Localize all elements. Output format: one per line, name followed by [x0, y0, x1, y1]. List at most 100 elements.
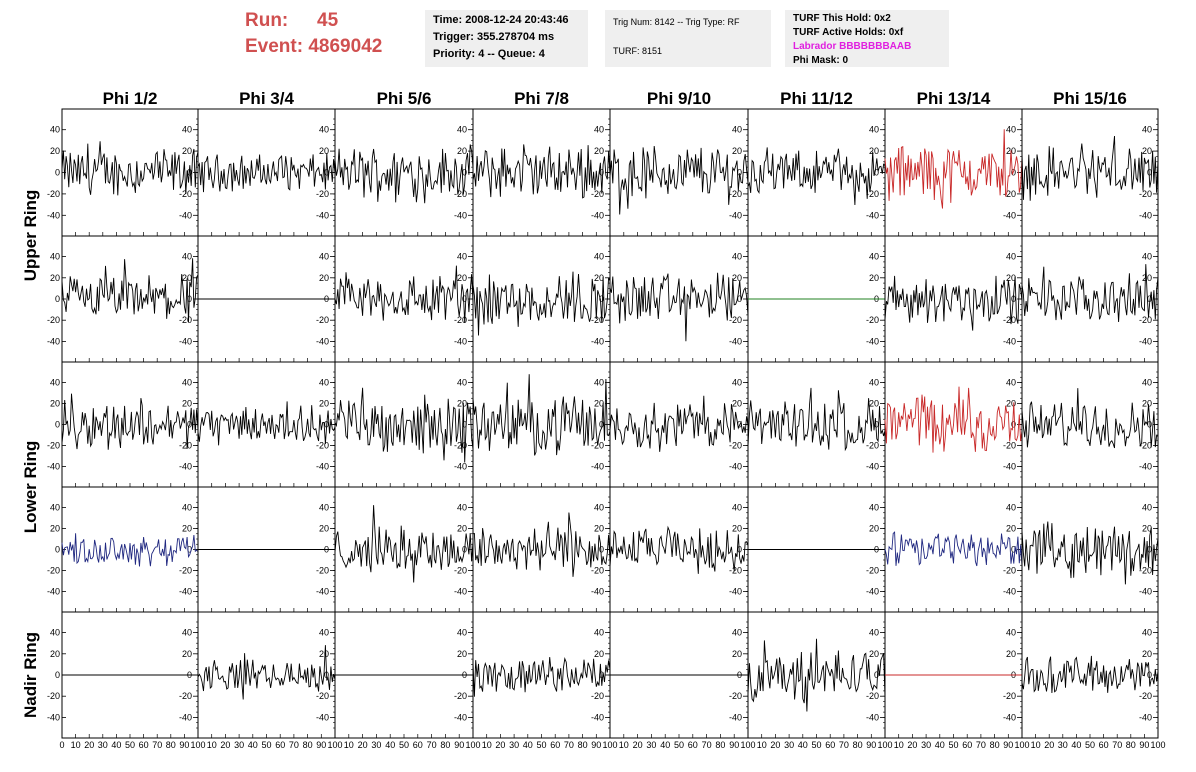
y-tick-label-left: 40 — [50, 125, 60, 135]
y-tick-label: 40 — [1006, 252, 1016, 262]
y-tick-label: 0 — [599, 420, 604, 430]
panel-frame — [884, 235, 1023, 363]
y-tick-label: -20 — [316, 691, 329, 701]
y-tick-label: -20 — [316, 566, 329, 576]
y-tick-label: -40 — [454, 210, 467, 220]
x-tick-label: 10 — [894, 740, 904, 750]
y-tick-label: -40 — [866, 587, 879, 597]
y-tick-label: -40 — [316, 462, 329, 472]
waveform-trace — [334, 387, 474, 463]
y-tick-label: 40 — [1006, 378, 1016, 388]
y-tick-label: -20 — [179, 566, 192, 576]
y-tick-label: -40 — [316, 336, 329, 346]
y-tick-label: 20 — [1142, 524, 1152, 534]
y-tick-label: 40 — [869, 125, 879, 135]
y-tick-label: 40 — [457, 252, 467, 262]
y-tick-label-left: 40 — [50, 252, 60, 262]
x-tick-label: 60 — [139, 740, 149, 750]
row-title: Nadir Ring — [21, 632, 40, 718]
y-tick-label: -40 — [729, 336, 742, 346]
y-tick-label-left: 20 — [50, 399, 60, 409]
y-tick-label: -20 — [866, 566, 879, 576]
y-tick-label: 0 — [462, 168, 467, 178]
run-event-header: Run: 45 Event: 4869042 — [245, 8, 420, 66]
y-tick-label: 0 — [874, 420, 879, 430]
y-tick-label: -20 — [1003, 189, 1016, 199]
y-tick-label: 20 — [869, 649, 879, 659]
x-tick-label: 60 — [275, 740, 285, 750]
x-tick-label: 100 — [465, 740, 480, 750]
y-tick-label: 40 — [594, 378, 604, 388]
y-tick-label: 40 — [594, 125, 604, 135]
y-tick-label: -20 — [1139, 691, 1152, 701]
y-tick-label: 40 — [319, 628, 329, 638]
x-tick-label: 100 — [327, 740, 342, 750]
panel-frame — [609, 235, 749, 363]
y-tick-label: -20 — [1139, 315, 1152, 325]
waveform-trace — [609, 395, 749, 452]
x-tick-label: 20 — [633, 740, 643, 750]
column-title: Phi 15/16 — [1053, 89, 1127, 108]
y-tick-label: -40 — [1003, 210, 1016, 220]
y-tick-label: 0 — [1011, 545, 1016, 555]
x-tick-label: 20 — [84, 740, 94, 750]
x-tick-label: 40 — [111, 740, 121, 750]
waveform-trace — [1021, 521, 1159, 585]
x-tick-label: 70 — [289, 740, 299, 750]
y-tick-label: -20 — [1003, 566, 1016, 576]
y-tick-label: -20 — [316, 189, 329, 199]
waveform-trace — [197, 645, 336, 700]
y-tick-label: 40 — [319, 125, 329, 135]
y-tick-label: 40 — [1142, 125, 1152, 135]
y-tick-label: -20 — [866, 691, 879, 701]
y-tick-label: 0 — [1147, 420, 1152, 430]
y-tick-label: -40 — [179, 336, 192, 346]
y-tick-label: 20 — [732, 399, 742, 409]
waveform-trace — [1021, 135, 1159, 201]
column-title: Phi 11/12 — [780, 89, 853, 108]
trig-num-text: Trig Num: 8142 -- Trig Type: RF — [613, 17, 740, 27]
y-tick-label: 0 — [737, 294, 742, 304]
y-tick-label: 20 — [319, 273, 329, 283]
y-tick-label: 20 — [182, 399, 192, 409]
y-tick-label: 40 — [457, 378, 467, 388]
y-tick-label: 20 — [319, 399, 329, 409]
column-title: Phi 5/6 — [377, 89, 432, 108]
column-title: Phi 1/2 — [103, 89, 158, 108]
y-tick-label: 40 — [869, 628, 879, 638]
waveform-trace — [472, 374, 611, 456]
turf-active-holds-text: TURF Active Holds: 0xf — [793, 27, 904, 38]
y-tick-label-left: 40 — [50, 503, 60, 513]
waveform-trace — [61, 393, 199, 450]
waveform-trace — [61, 533, 199, 567]
y-tick-label: 0 — [462, 294, 467, 304]
y-tick-label: 0 — [599, 545, 604, 555]
y-tick-label-left: -40 — [47, 210, 60, 220]
x-tick-label: 100 — [1150, 740, 1165, 750]
y-tick-label: 20 — [457, 146, 467, 156]
x-tick-label: 30 — [1058, 740, 1068, 750]
waveform-trace — [61, 141, 199, 196]
x-tick-label: 0 — [59, 740, 64, 750]
y-tick-label: -40 — [454, 712, 467, 722]
y-tick-label: -20 — [591, 566, 604, 576]
panel-frame — [472, 361, 611, 488]
x-tick-label: 20 — [495, 740, 505, 750]
y-tick-label: 20 — [594, 649, 604, 659]
waveform-trace — [884, 386, 1023, 453]
x-tick-label: 40 — [935, 740, 945, 750]
y-tick-label-left: -20 — [47, 691, 60, 701]
turf-info-box: TURF This Hold: 0x2 TURF Active Holds: 0… — [785, 10, 949, 67]
y-tick-label: -20 — [591, 189, 604, 199]
y-tick-label: -40 — [179, 210, 192, 220]
y-tick-label: -40 — [866, 462, 879, 472]
